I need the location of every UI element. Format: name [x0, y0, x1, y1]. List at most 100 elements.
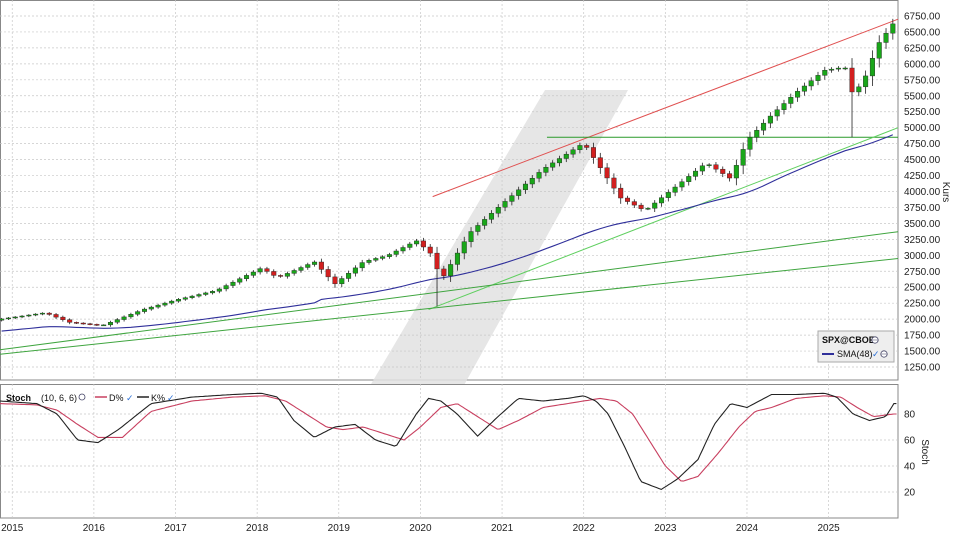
candle-body: [366, 260, 372, 263]
candle-body: [842, 67, 848, 70]
candle-body: [679, 181, 685, 188]
x-tick-label: 2016: [83, 523, 106, 534]
candle-body: [781, 103, 787, 110]
trendline: [0, 258, 899, 355]
candle-body: [359, 262, 365, 269]
candle-body: [808, 80, 814, 87]
candle-body: [556, 158, 562, 164]
candle-body: [529, 178, 535, 185]
candle-body: [563, 153, 569, 159]
x-tick-label: 2024: [736, 523, 759, 534]
candle-body: [441, 268, 447, 277]
candle-body: [638, 204, 644, 209]
candle-body: [611, 177, 617, 189]
candle-body: [169, 300, 175, 304]
candle-body: [856, 86, 862, 93]
candle-body: [686, 176, 692, 182]
candle-body: [414, 240, 420, 245]
candle-body: [482, 219, 488, 226]
candle-body: [720, 168, 726, 174]
candle-body: [5, 317, 11, 320]
candle-body: [502, 201, 508, 208]
candle-body: [141, 308, 147, 312]
candle-body: [475, 225, 481, 232]
candle-body: [706, 164, 712, 166]
candle-body: [325, 269, 331, 278]
candle-body: [699, 165, 705, 172]
check-icon[interactable]: ✓: [167, 393, 175, 403]
candle-body: [754, 130, 760, 138]
candle-body: [448, 264, 454, 277]
check-icon[interactable]: ✓: [872, 349, 880, 359]
globe-icon[interactable]: [78, 393, 86, 401]
price-y-label: Kurs: [940, 182, 951, 203]
candle-body: [645, 208, 651, 210]
candle-body: [835, 67, 841, 70]
candle-body: [863, 75, 869, 88]
candle-body: [53, 314, 59, 318]
stoch-d-line: [0, 395, 897, 482]
price-tick-label: 1500.00: [904, 347, 941, 358]
stoch-tick-label: 80: [904, 410, 916, 421]
price-tick-label: 6250.00: [904, 43, 941, 54]
candle-body: [522, 183, 528, 191]
candle-body: [869, 57, 875, 77]
price-tick-label: 1750.00: [904, 331, 941, 342]
check-icon[interactable]: ✓: [126, 393, 134, 403]
trendline: [0, 231, 899, 351]
candle-body: [774, 109, 780, 117]
candle-body: [488, 213, 494, 220]
price-tick-label: 2750.00: [904, 267, 941, 278]
candle-body: [495, 207, 501, 214]
candle-body: [223, 285, 229, 290]
price-tick-label: 3000.00: [904, 251, 941, 262]
candle-body: [733, 165, 739, 179]
candle-body: [509, 195, 515, 202]
k-legend-label: K%: [151, 393, 165, 403]
stoch-legend[interactable]: Stoch (10, 6, 6) D% ✓ K% ✓: [6, 393, 175, 403]
candle-body: [73, 322, 79, 324]
candle-body: [33, 313, 39, 316]
globe-icon[interactable]: [871, 336, 879, 344]
stoch-panel: [0, 384, 899, 519]
candle-body: [94, 324, 100, 326]
candle-body: [230, 281, 236, 286]
price-tick-label: 5500.00: [904, 91, 941, 102]
price-y-axis: Kurs 1250.00 1500.00 1750.00 2000.00 2250.00…: [904, 12, 951, 374]
candle-body: [543, 167, 549, 173]
price-legend-box: [817, 330, 895, 363]
stoch-title: Stoch: [6, 393, 31, 403]
candle-body: [590, 147, 596, 158]
price-tick-label: 4500.00: [904, 155, 941, 166]
candle-body: [550, 162, 556, 168]
candle-body: [693, 170, 699, 177]
candle-body: [210, 291, 216, 294]
stoch-k-line: [0, 392, 897, 491]
candle-body: [380, 256, 386, 259]
candle-body: [801, 85, 807, 92]
candle-body: [203, 292, 209, 295]
candle-body: [128, 314, 134, 318]
candle-body: [652, 202, 658, 209]
candle-body: [420, 240, 426, 248]
sma-legend-label: SMA(48): [837, 349, 873, 359]
candle-body: [67, 319, 73, 323]
x-tick-label: 2021: [491, 523, 514, 534]
candle-body: [312, 261, 318, 265]
candle-body: [393, 250, 399, 255]
price-legend[interactable]: SPX@CBOE SMA(48) ✓: [817, 330, 895, 363]
candle-body: [516, 189, 522, 196]
candles: [0, 18, 896, 327]
d-legend-label: D%: [109, 393, 124, 403]
candle-body: [883, 32, 889, 43]
candle-body: [407, 243, 413, 248]
candle-body: [101, 324, 107, 327]
candle-body: [740, 149, 746, 166]
candle-body: [434, 252, 440, 270]
price-tick-label: 6500.00: [904, 27, 941, 38]
candle-body: [631, 201, 637, 206]
trendlines: [0, 18, 899, 355]
globe-icon[interactable]: [880, 350, 888, 358]
sma-line-group: [1, 134, 894, 332]
